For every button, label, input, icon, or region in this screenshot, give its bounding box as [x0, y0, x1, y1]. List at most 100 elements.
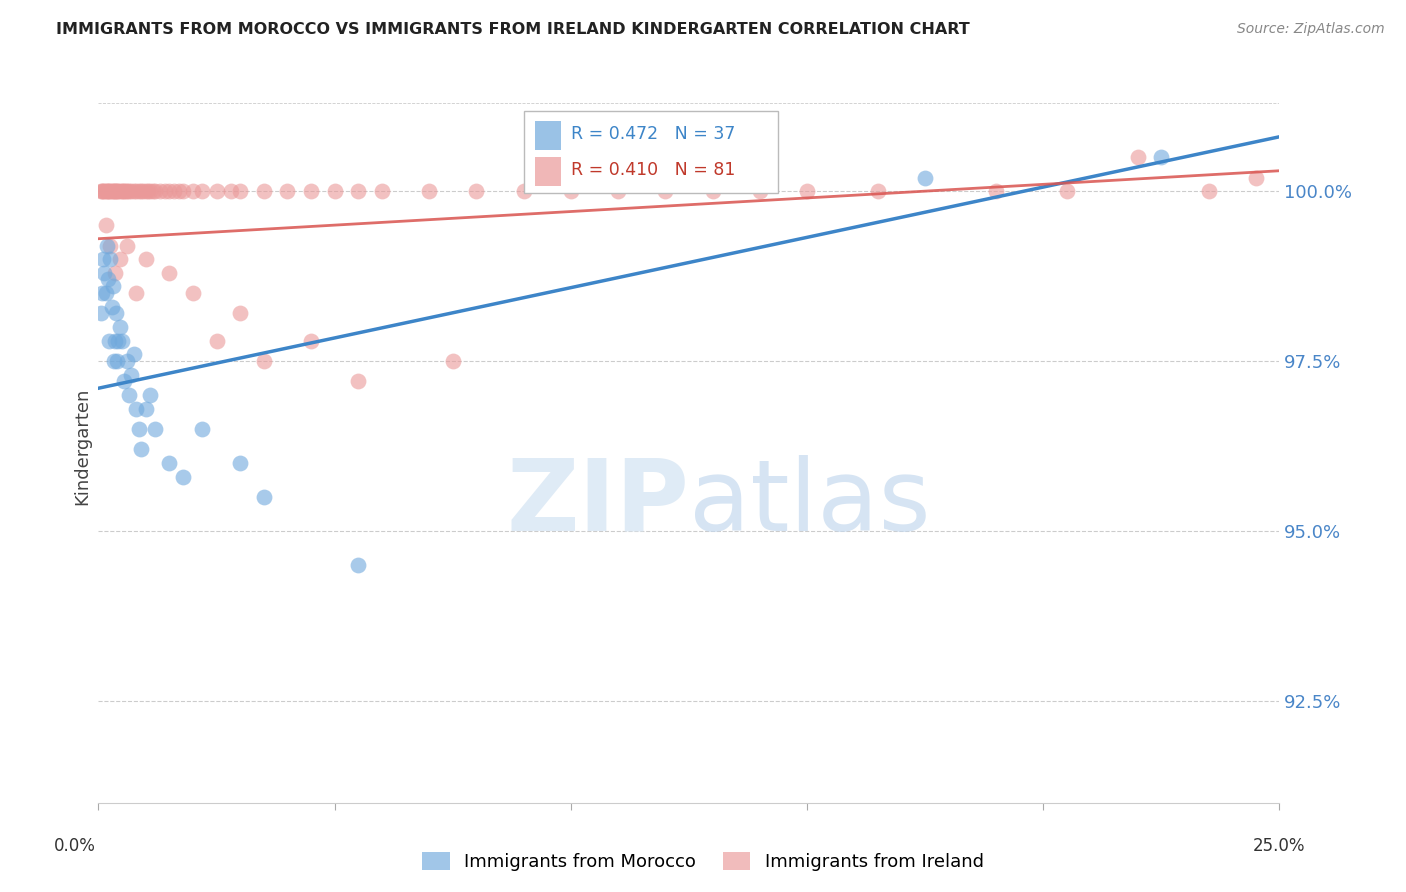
Bar — [536, 157, 561, 186]
Point — [560, 184, 582, 198]
Point — [157, 266, 180, 280]
Point — [229, 456, 252, 470]
Point — [100, 300, 122, 314]
Point — [103, 354, 125, 368]
Point — [104, 184, 127, 198]
Point — [108, 252, 131, 266]
Point — [98, 238, 121, 252]
Point — [796, 184, 818, 198]
Point — [121, 184, 143, 198]
Point — [91, 184, 114, 198]
Point — [276, 184, 298, 198]
Point — [135, 401, 157, 416]
Point — [441, 354, 464, 368]
Point — [1198, 184, 1220, 198]
Text: 25.0%: 25.0% — [1253, 837, 1306, 855]
Point — [94, 184, 117, 198]
Point — [107, 334, 129, 348]
Point — [129, 442, 152, 457]
Text: 0.0%: 0.0% — [53, 837, 96, 855]
Point — [128, 422, 150, 436]
Point — [125, 184, 148, 198]
Point — [91, 184, 114, 198]
Point — [91, 286, 114, 301]
Text: atlas: atlas — [689, 455, 931, 551]
Point — [122, 347, 145, 361]
Point — [112, 184, 135, 198]
Point — [136, 184, 159, 198]
Point — [172, 184, 194, 198]
Point — [229, 306, 252, 320]
Point — [191, 184, 214, 198]
Point — [104, 266, 127, 280]
Point — [105, 306, 128, 320]
Point — [112, 375, 135, 389]
Point — [139, 184, 162, 198]
Point — [205, 334, 228, 348]
Point — [96, 184, 118, 198]
Point — [125, 286, 148, 301]
Point — [157, 456, 180, 470]
Point — [607, 184, 630, 198]
Point — [105, 184, 128, 198]
Legend: Immigrants from Morocco, Immigrants from Ireland: Immigrants from Morocco, Immigrants from… — [415, 845, 991, 879]
Point — [100, 184, 122, 198]
Point — [97, 334, 120, 348]
Text: Source: ZipAtlas.com: Source: ZipAtlas.com — [1237, 22, 1385, 37]
Point — [654, 184, 676, 198]
Point — [90, 306, 112, 320]
Point — [984, 184, 1007, 198]
Point — [371, 184, 394, 198]
Point — [111, 184, 134, 198]
Point — [97, 272, 120, 286]
Point — [121, 368, 143, 382]
Point — [90, 184, 112, 198]
Point — [702, 184, 724, 198]
Point — [101, 279, 124, 293]
Point — [114, 184, 136, 198]
Point — [253, 184, 276, 198]
Point — [347, 558, 370, 572]
Point — [111, 184, 134, 198]
Point — [1056, 184, 1078, 198]
Point — [101, 184, 124, 198]
Point — [94, 218, 117, 232]
Point — [103, 184, 125, 198]
Point — [191, 422, 214, 436]
Point — [142, 184, 165, 198]
Point — [253, 354, 276, 368]
Text: ZIP: ZIP — [506, 455, 689, 551]
Point — [129, 184, 152, 198]
Point — [104, 334, 127, 348]
Point — [418, 184, 440, 198]
Point — [128, 184, 150, 198]
Point — [98, 252, 121, 266]
Point — [97, 184, 120, 198]
Point — [108, 184, 131, 198]
Point — [118, 388, 141, 402]
Point — [135, 252, 157, 266]
Point — [181, 184, 204, 198]
Point — [97, 184, 120, 198]
Point — [914, 170, 936, 185]
Point — [98, 184, 121, 198]
Point — [299, 334, 322, 348]
Point — [115, 238, 138, 252]
Point — [115, 184, 138, 198]
Point — [229, 184, 252, 198]
Point — [139, 388, 162, 402]
Point — [163, 184, 186, 198]
Text: R = 0.472   N = 37: R = 0.472 N = 37 — [571, 125, 735, 143]
Point — [149, 184, 172, 198]
Point — [135, 184, 157, 198]
Point — [91, 252, 114, 266]
Point — [205, 184, 228, 198]
Point — [323, 184, 346, 198]
Bar — [523, 111, 778, 193]
Point — [96, 238, 118, 252]
Point — [108, 320, 131, 334]
Point — [125, 401, 148, 416]
Point — [153, 184, 176, 198]
Point — [1244, 170, 1267, 185]
Point — [105, 184, 128, 198]
